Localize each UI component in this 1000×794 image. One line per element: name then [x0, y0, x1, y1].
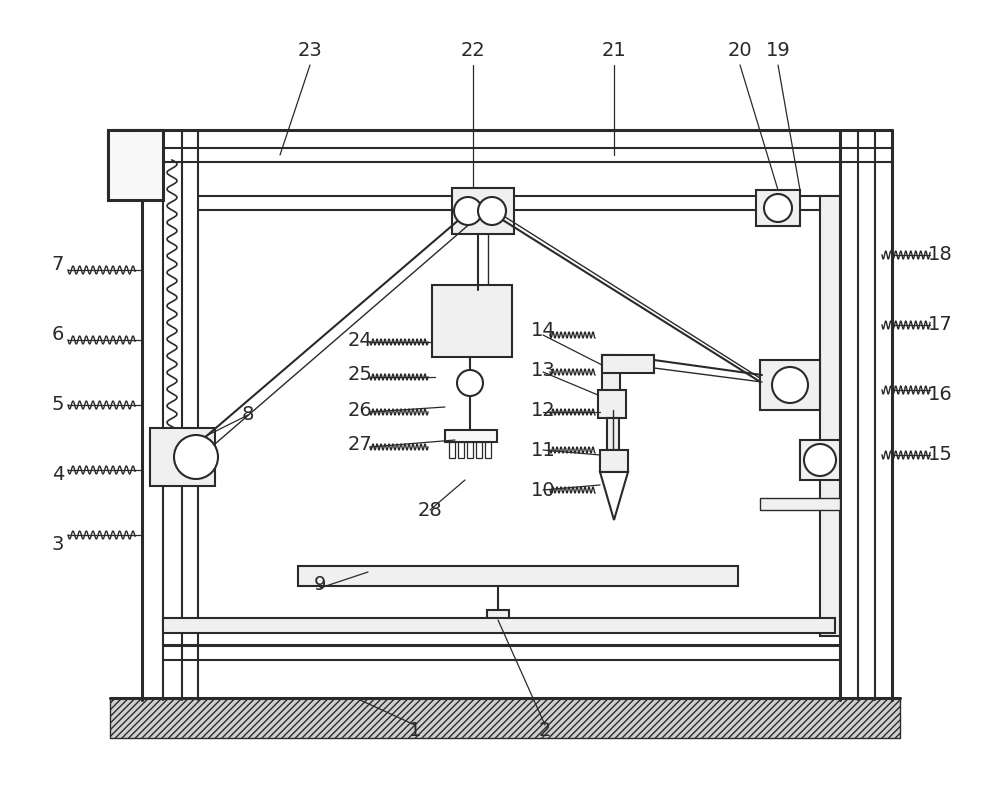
Bar: [108, 130, 163, 200]
Bar: [449, 442, 455, 458]
Text: 21: 21: [602, 40, 626, 60]
Bar: [602, 355, 654, 373]
Bar: [485, 442, 491, 458]
Text: 24: 24: [348, 330, 372, 349]
Text: 10: 10: [531, 480, 555, 499]
Text: 13: 13: [531, 360, 555, 380]
Text: 26: 26: [348, 400, 372, 419]
Text: 20: 20: [728, 40, 752, 60]
Bar: [760, 360, 820, 410]
Text: 1: 1: [409, 720, 421, 739]
Bar: [607, 418, 619, 450]
Text: 25: 25: [348, 365, 372, 384]
Bar: [600, 450, 628, 472]
Text: 7: 7: [52, 256, 64, 275]
Bar: [476, 442, 482, 458]
Text: 23: 23: [298, 40, 322, 60]
Bar: [445, 430, 497, 442]
Text: 18: 18: [928, 245, 952, 264]
Text: 22: 22: [461, 40, 485, 60]
Text: 3: 3: [52, 535, 64, 554]
Text: 27: 27: [348, 435, 372, 454]
Bar: [598, 390, 626, 418]
Text: 5: 5: [52, 395, 64, 414]
Text: 6: 6: [52, 326, 64, 345]
Bar: [163, 618, 835, 633]
Circle shape: [772, 367, 808, 403]
Circle shape: [804, 444, 836, 476]
Circle shape: [454, 197, 482, 225]
Bar: [432, 285, 512, 357]
Text: 17: 17: [928, 315, 952, 334]
Bar: [487, 610, 509, 625]
Bar: [602, 355, 620, 407]
Bar: [820, 196, 840, 636]
Text: 8: 8: [242, 406, 254, 425]
Text: 2: 2: [539, 720, 551, 739]
Bar: [452, 188, 514, 234]
Bar: [800, 440, 840, 480]
Circle shape: [764, 194, 792, 222]
Bar: [298, 566, 738, 586]
Text: 12: 12: [531, 400, 555, 419]
Polygon shape: [600, 472, 628, 520]
Text: 14: 14: [531, 321, 555, 340]
Bar: [467, 442, 473, 458]
Bar: [110, 698, 900, 738]
Text: 16: 16: [928, 386, 952, 404]
Text: 4: 4: [52, 465, 64, 484]
Text: 9: 9: [314, 576, 326, 595]
Bar: [756, 190, 800, 226]
Bar: [150, 428, 215, 486]
Bar: [458, 442, 464, 458]
Bar: [760, 498, 840, 510]
Text: 28: 28: [418, 500, 442, 519]
Text: 19: 19: [766, 40, 790, 60]
Circle shape: [457, 370, 483, 396]
Text: 15: 15: [928, 445, 952, 464]
Circle shape: [478, 197, 506, 225]
Text: 11: 11: [531, 441, 555, 460]
Circle shape: [174, 435, 218, 479]
